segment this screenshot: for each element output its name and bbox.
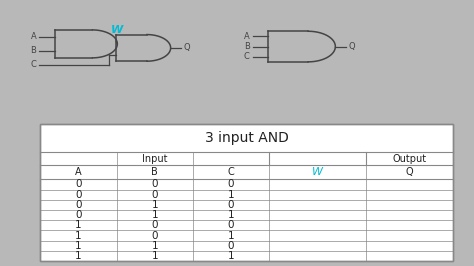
Text: 1: 1 <box>151 200 158 210</box>
Text: 1: 1 <box>228 190 234 200</box>
Text: C: C <box>244 52 250 61</box>
Text: 0: 0 <box>228 200 234 210</box>
Text: 1: 1 <box>151 251 158 261</box>
Text: 0: 0 <box>152 231 158 241</box>
Text: 0: 0 <box>75 190 82 200</box>
Text: 0: 0 <box>228 179 234 189</box>
Text: B: B <box>244 42 250 51</box>
Text: 0: 0 <box>152 190 158 200</box>
Text: 0: 0 <box>75 200 82 210</box>
Text: C: C <box>228 167 234 177</box>
Text: W: W <box>110 25 123 35</box>
Text: A: A <box>31 32 36 41</box>
Text: 1: 1 <box>75 241 82 251</box>
Bar <box>40 124 453 261</box>
Text: 0: 0 <box>228 220 234 230</box>
Text: W: W <box>312 167 323 177</box>
Text: 0: 0 <box>75 179 82 189</box>
Text: 0: 0 <box>152 220 158 230</box>
Text: 0: 0 <box>228 241 234 251</box>
Text: A: A <box>75 167 82 177</box>
Text: 1: 1 <box>75 220 82 230</box>
Text: B: B <box>151 167 158 177</box>
Text: Q: Q <box>183 43 190 52</box>
Text: 1: 1 <box>151 210 158 220</box>
Text: 1: 1 <box>151 241 158 251</box>
Text: 0: 0 <box>75 210 82 220</box>
Text: 1: 1 <box>228 231 234 241</box>
Text: 3 input AND: 3 input AND <box>205 131 288 145</box>
Bar <box>40 124 453 261</box>
Text: C: C <box>31 60 36 69</box>
Text: 1: 1 <box>75 251 82 261</box>
Text: Q: Q <box>406 167 413 177</box>
Text: 0: 0 <box>152 179 158 189</box>
Text: Output: Output <box>392 153 427 164</box>
Text: 1: 1 <box>228 251 234 261</box>
Text: B: B <box>31 46 36 55</box>
Text: 1: 1 <box>75 231 82 241</box>
Text: A: A <box>244 32 250 41</box>
Text: Input: Input <box>142 153 167 164</box>
Text: 1: 1 <box>228 210 234 220</box>
Text: Q: Q <box>348 42 355 51</box>
